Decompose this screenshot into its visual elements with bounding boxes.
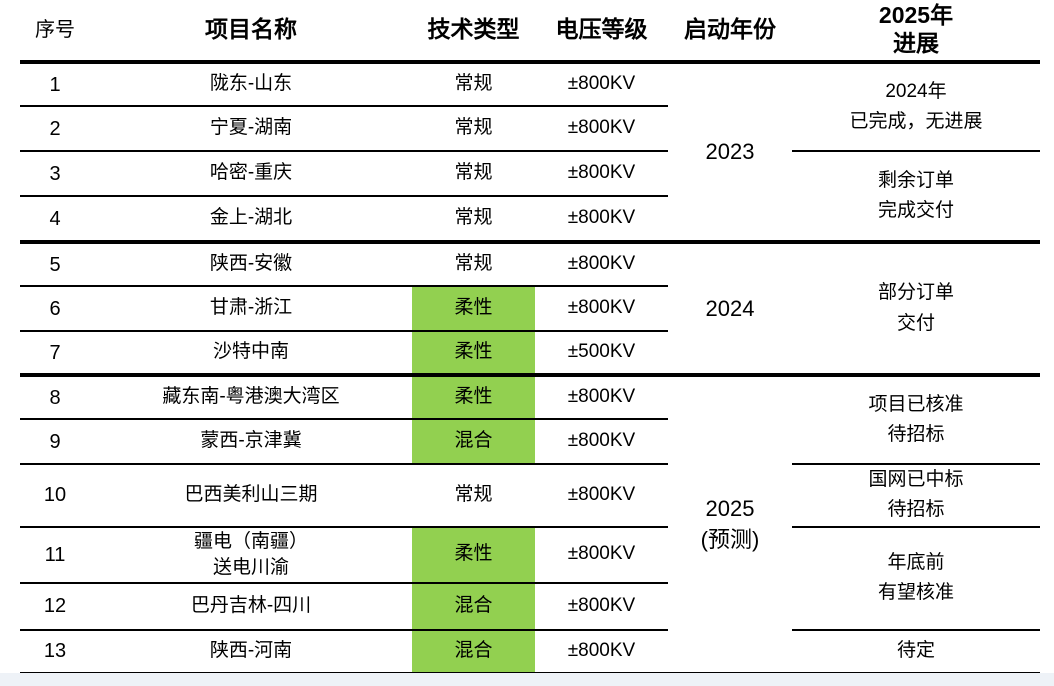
voltage-cell: ±800KV [535,151,668,197]
tech-type-cell: 常规 [412,62,535,107]
start-year-cell-2025: 2025 (预测) [668,375,792,676]
project-name-cell: 沙特中南 [90,331,412,377]
tech-type-cell-highlighted: 混合 [412,582,535,631]
bottom-background-strip [0,673,1054,686]
project-name-cell: 藏东南-粤港澳大湾区 [90,375,412,420]
project-name-cell: 哈密-重庆 [90,151,412,197]
project-name-cell: 疆电（南疆） 送电川渝 [90,526,412,584]
table-row: 5 陕西-安徽 常规 ±800KV 2024 部分订单 交付 [20,242,1040,377]
progress-cell: 剩余订单 完成交付 [792,151,1040,244]
tech-type-cell-highlighted: 混合 [412,419,535,465]
tech-type-cell-highlighted: 混合 [412,629,535,676]
progress-cell: 2024年 已完成，无进展 [792,62,1040,152]
table-row: 13 陕西-河南 混合 ±800KV 待定 [20,629,1040,676]
col-header-voltage-level: 电压等级 [535,0,668,64]
table-row: 10 巴西美利山三期 常规 ±800KV 国网已中标 待招标 [20,464,1040,528]
tech-type-cell-highlighted: 柔性 [412,286,535,332]
col-header-start-year: 启动年份 [668,0,792,64]
project-name-cell: 陕西-安徽 [90,242,412,287]
seq-cell: 8 [20,375,90,420]
project-name-cell: 陕西-河南 [90,629,412,676]
voltage-cell: ±800KV [535,242,668,287]
project-name-cell: 巴西美利山三期 [90,464,412,528]
seq-cell: 12 [20,582,90,631]
seq-cell: 6 [20,286,90,332]
voltage-cell: ±800KV [535,196,668,244]
start-year-cell-2023: 2023 [668,62,792,244]
progress-cell: 项目已核准 待招标 [792,375,1040,465]
progress-cell: 待定 [792,629,1040,676]
table-row: 6 甘肃-浙江 柔性 ±800KV [20,286,1040,332]
progress-cell: 国网已中标 待招标 [792,464,1040,528]
seq-cell: 7 [20,331,90,377]
table-header-row: 序号 项目名称 技术类型 电压等级 启动年份 2025年 进展 [20,0,1040,64]
voltage-cell: ±800KV [535,419,668,465]
table-row: 9 蒙西-京津冀 混合 ±800KV [20,419,1040,465]
tech-type-cell: 常规 [412,464,535,528]
tech-type-cell: 常规 [412,151,535,197]
seq-cell: 4 [20,196,90,244]
seq-cell: 5 [20,242,90,287]
project-name-cell: 金上-湖北 [90,196,412,244]
table-row: 3 哈密-重庆 常规 ±800KV 剩余订单 完成交付 [20,151,1040,244]
col-header-progress-2025: 2025年 进展 [792,0,1040,64]
col-header-project-name: 项目名称 [90,0,412,64]
voltage-cell: ±500KV [535,331,668,377]
tech-type-cell-highlighted: 柔性 [412,526,535,584]
table-row: 2 宁夏-湖南 常规 ±800KV [20,106,1040,152]
seq-cell: 3 [20,151,90,197]
voltage-cell: ±800KV [535,375,668,420]
project-name-cell: 陇东-山东 [90,62,412,107]
voltage-cell: ±800KV [535,106,668,152]
col-header-tech-type: 技术类型 [412,0,535,64]
seq-cell: 13 [20,629,90,676]
seq-cell: 10 [20,464,90,528]
project-name-cell: 巴丹吉林-四川 [90,582,412,631]
tech-type-cell-highlighted: 柔性 [412,375,535,420]
seq-cell: 9 [20,419,90,465]
col-header-seq: 序号 [20,0,90,64]
table-row: 1 陇东-山东 常规 ±800KV 2023 2024年 已完成，无进展 [20,62,1040,244]
voltage-cell: ±800KV [535,62,668,107]
voltage-cell: ±800KV [535,464,668,528]
table-row: 4 金上-湖北 常规 ±800KV [20,196,1040,244]
table-row: 12 巴丹吉林-四川 混合 ±800KV [20,582,1040,631]
start-year-cell-2024: 2024 [668,242,792,377]
table-row: 7 沙特中南 柔性 ±500KV [20,331,1040,377]
tech-type-cell: 常规 [412,242,535,287]
tech-type-cell-highlighted: 柔性 [412,331,535,377]
progress-cell: 年底前 有望核准 [792,526,1040,631]
seq-cell: 11 [20,526,90,584]
table-row: 11 疆电（南疆） 送电川渝 柔性 ±800KV 年底前 有望核准 [20,526,1040,631]
uhv-projects-table: 序号 项目名称 技术类型 电压等级 启动年份 2025年 进展 1 陇东-山东 … [20,0,1040,676]
project-name-cell: 甘肃-浙江 [90,286,412,332]
tech-type-cell: 常规 [412,196,535,244]
voltage-cell: ±800KV [535,629,668,676]
tech-type-cell: 常规 [412,106,535,152]
table-row: 8 藏东南-粤港澳大湾区 柔性 ±800KV 2025 (预测) 项目已核准 待… [20,375,1040,676]
seq-cell: 2 [20,106,90,152]
voltage-cell: ±800KV [535,526,668,584]
voltage-cell: ±800KV [535,286,668,332]
seq-cell: 1 [20,62,90,107]
voltage-cell: ±800KV [535,582,668,631]
project-name-cell: 宁夏-湖南 [90,106,412,152]
project-name-cell: 蒙西-京津冀 [90,419,412,465]
progress-cell: 部分订单 交付 [792,242,1040,377]
